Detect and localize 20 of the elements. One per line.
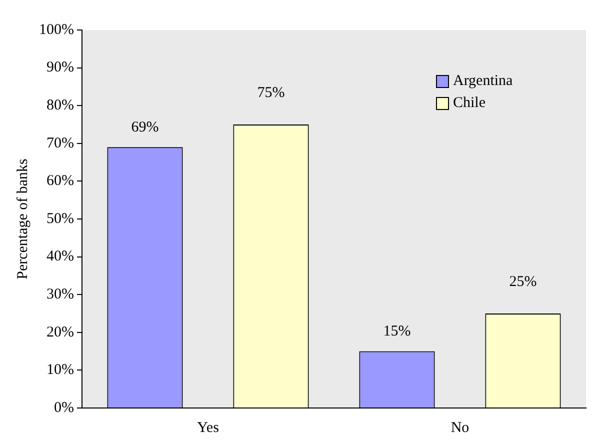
y-tick-label: 80%	[46, 98, 74, 114]
y-tick-label: 70%	[46, 135, 74, 152]
x-tick-label: No	[450, 420, 470, 436]
y-tick-label: 60%	[46, 173, 74, 190]
data-label: 69%	[131, 120, 159, 136]
x-tick-label: Yes	[197, 420, 220, 436]
y-tick-label: 0%	[54, 400, 74, 416]
y-axis-title: Percentage of banks	[14, 158, 31, 280]
y-tick-label: 100%	[38, 22, 74, 38]
y-tick-label: 50%	[46, 210, 74, 227]
y-tick-label: 40%	[46, 248, 74, 265]
data-label: 15%	[383, 324, 411, 340]
legend-label: Argentina	[453, 72, 513, 91]
legend-label: Chile	[453, 94, 486, 113]
y-tick-label: 30%	[46, 286, 74, 303]
data-label: 25%	[509, 274, 537, 290]
y-tick-label: 90%	[46, 60, 74, 76]
data-label: 75%	[257, 84, 285, 101]
y-tick-label: 20%	[46, 324, 74, 340]
y-tick-label: 10%	[46, 362, 74, 378]
